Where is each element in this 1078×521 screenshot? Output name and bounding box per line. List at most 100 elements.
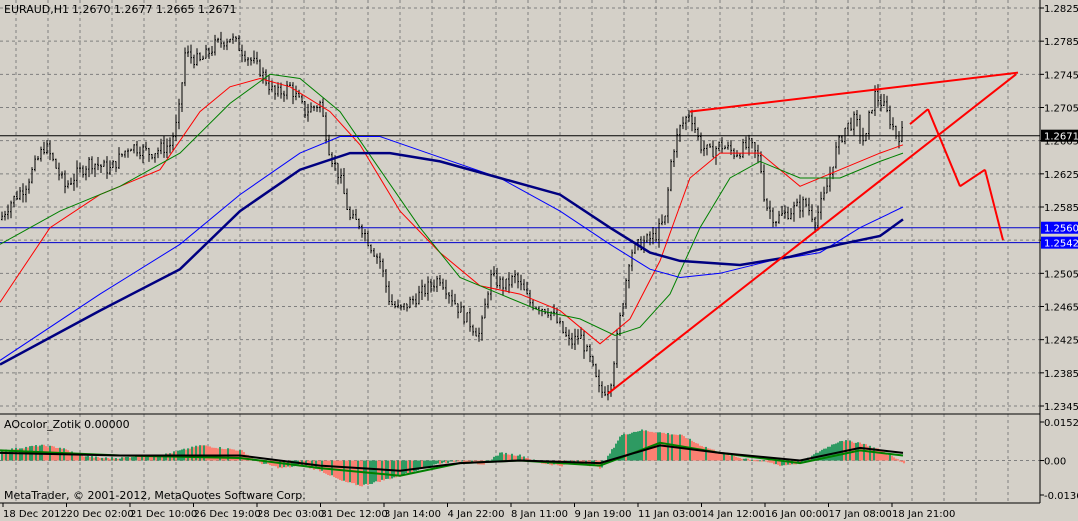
ao-bar <box>407 460 409 474</box>
time-tick-label: 16 Jan 00:00 <box>765 509 828 520</box>
ao-bar <box>153 456 155 461</box>
ao-bar <box>777 460 779 465</box>
trend-line <box>984 169 1004 241</box>
moving-average-line <box>0 73 904 337</box>
ao-bar <box>395 460 397 478</box>
ao-bar <box>433 460 435 465</box>
ao-bar <box>705 446 707 461</box>
ao-bar <box>635 431 637 461</box>
trend-line <box>689 71 1019 113</box>
ao-bar <box>359 460 361 487</box>
ao-bar <box>863 443 865 461</box>
time-tick-label: 18 Jan 21:00 <box>892 509 955 520</box>
ao-bar <box>89 457 91 461</box>
ao-bar <box>145 455 147 461</box>
ao-bar <box>147 454 149 461</box>
ao-bar <box>139 456 141 461</box>
ao-bar <box>191 446 193 461</box>
ao-bar <box>641 429 643 461</box>
ao-bar <box>615 443 617 461</box>
ao-bar <box>413 460 415 472</box>
ao-bar <box>269 460 271 466</box>
ao-bar <box>117 458 119 461</box>
copyright-text: MetaTrader, © 2001-2012, MetaQuotes Soft… <box>4 489 306 502</box>
ao-bar <box>781 460 783 466</box>
ao-bar <box>759 460 761 462</box>
ao-bar <box>633 431 635 461</box>
ao-bar <box>203 445 205 461</box>
ao-bar <box>879 450 881 461</box>
ao-bar <box>459 460 461 462</box>
ao-bar <box>393 460 395 478</box>
ao-bar <box>875 448 877 461</box>
ao-bar <box>625 434 627 461</box>
ao-bar <box>731 454 733 461</box>
ao-bar <box>517 455 519 461</box>
ao-bar <box>613 447 615 461</box>
ao-bar <box>271 460 273 466</box>
ao-bar <box>1 450 3 461</box>
ao-bar <box>499 452 501 461</box>
ao-bar <box>405 460 407 474</box>
ao-bar <box>803 460 805 462</box>
ao-bar <box>113 458 115 461</box>
ao-bar <box>513 455 515 461</box>
ao-bar <box>247 454 249 461</box>
ao-bar <box>151 456 153 461</box>
ao-bar <box>131 457 133 461</box>
ao-bar <box>703 447 705 461</box>
ao-bar <box>801 460 803 463</box>
ao-bar <box>435 460 437 465</box>
ao-bar <box>199 445 201 461</box>
ao-bar <box>757 460 759 462</box>
ao-bar <box>511 453 513 461</box>
ao-bar <box>523 456 525 461</box>
price-badge-label: 1.2560 <box>1044 224 1078 235</box>
ao-bar <box>491 459 493 461</box>
ao-bar <box>665 433 667 461</box>
ao-bar <box>901 460 903 463</box>
ao-bar <box>443 460 445 463</box>
ao-indicator <box>0 429 905 487</box>
ao-bar <box>725 453 727 461</box>
ao-bar <box>81 455 83 461</box>
ao-bar <box>445 460 447 464</box>
ao-bar <box>899 460 901 462</box>
ao-bar <box>661 432 663 461</box>
price-tick-label: 1.2705 <box>1044 104 1078 115</box>
ao-bar <box>609 453 611 461</box>
trend-line <box>909 108 929 125</box>
ao-bar <box>263 460 265 464</box>
ao-bar <box>765 460 767 462</box>
ao-bar <box>87 455 89 461</box>
ao-bar <box>155 456 157 461</box>
ao-bar <box>881 450 883 461</box>
ao-bar <box>527 458 529 461</box>
ao-bar <box>281 460 283 469</box>
ao-bar <box>11 448 13 461</box>
ao-bar <box>743 458 745 461</box>
ao-bar <box>99 458 101 461</box>
time-tick-label: 11 Jan 03:00 <box>638 509 701 520</box>
ao-bar <box>209 446 211 461</box>
ao-bar <box>611 449 613 461</box>
trend-line <box>607 73 1017 395</box>
ao-bar <box>415 460 417 471</box>
price-tick-label: 1.2745 <box>1044 70 1078 81</box>
trend-line <box>959 168 986 188</box>
grid <box>0 0 1040 503</box>
price-tick-label: 1.2345 <box>1044 402 1078 413</box>
ao-bar <box>521 456 523 461</box>
ao-bar <box>755 460 757 462</box>
time-tick-label: 4 Jan 22:00 <box>448 509 505 520</box>
ao-bar <box>23 448 25 461</box>
ao-bar <box>851 441 853 461</box>
ao-bar <box>293 460 295 467</box>
ao-bar <box>73 452 75 461</box>
ao-bar <box>149 455 151 461</box>
ao-bar <box>159 455 161 461</box>
ao-bar <box>5 449 7 461</box>
ao-bar <box>707 448 709 461</box>
ao-bar <box>745 458 747 461</box>
